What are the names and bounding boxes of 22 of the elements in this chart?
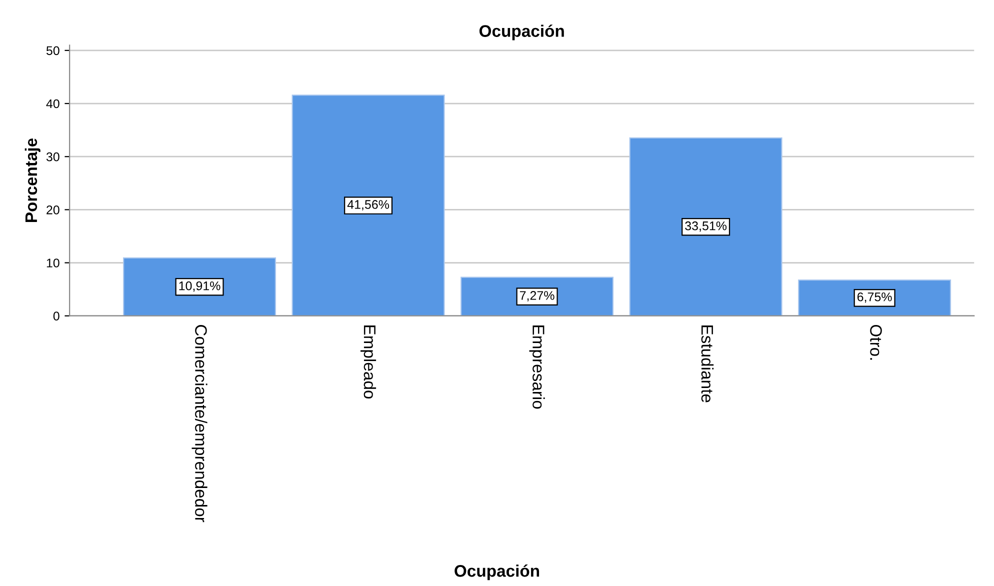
data-label: 7,27% [520, 291, 554, 302]
y-tick-label: 50 [46, 46, 60, 56]
data-label: 10,91% [179, 281, 220, 292]
bar [123, 257, 276, 316]
y-axis-title: Porcentaje [24, 138, 40, 222]
y-tick-label: 40 [46, 99, 60, 108]
data-label: 6,75% [857, 292, 892, 303]
x-axis-title: Ocupación [454, 564, 540, 580]
x-tick-label: Otro. [870, 324, 882, 360]
y-tick-label: 30 [46, 152, 60, 162]
data-label: 33,51% [685, 221, 727, 232]
y-tick-label: 20 [46, 205, 60, 214]
x-tick-label: Empleado [360, 326, 376, 399]
x-tick-label: Estudiante [701, 326, 714, 402]
bar [292, 94, 445, 316]
y-tick-label: 0 [53, 312, 60, 321]
chart-title: Ocupación [479, 24, 564, 40]
y-tick-label: 10 [46, 258, 60, 268]
x-tick-label: Comerciante/emprendedor [192, 325, 208, 522]
data-label: 41,56% [347, 200, 390, 210]
x-tick-label: Empresario [529, 326, 545, 409]
bar [629, 137, 782, 316]
